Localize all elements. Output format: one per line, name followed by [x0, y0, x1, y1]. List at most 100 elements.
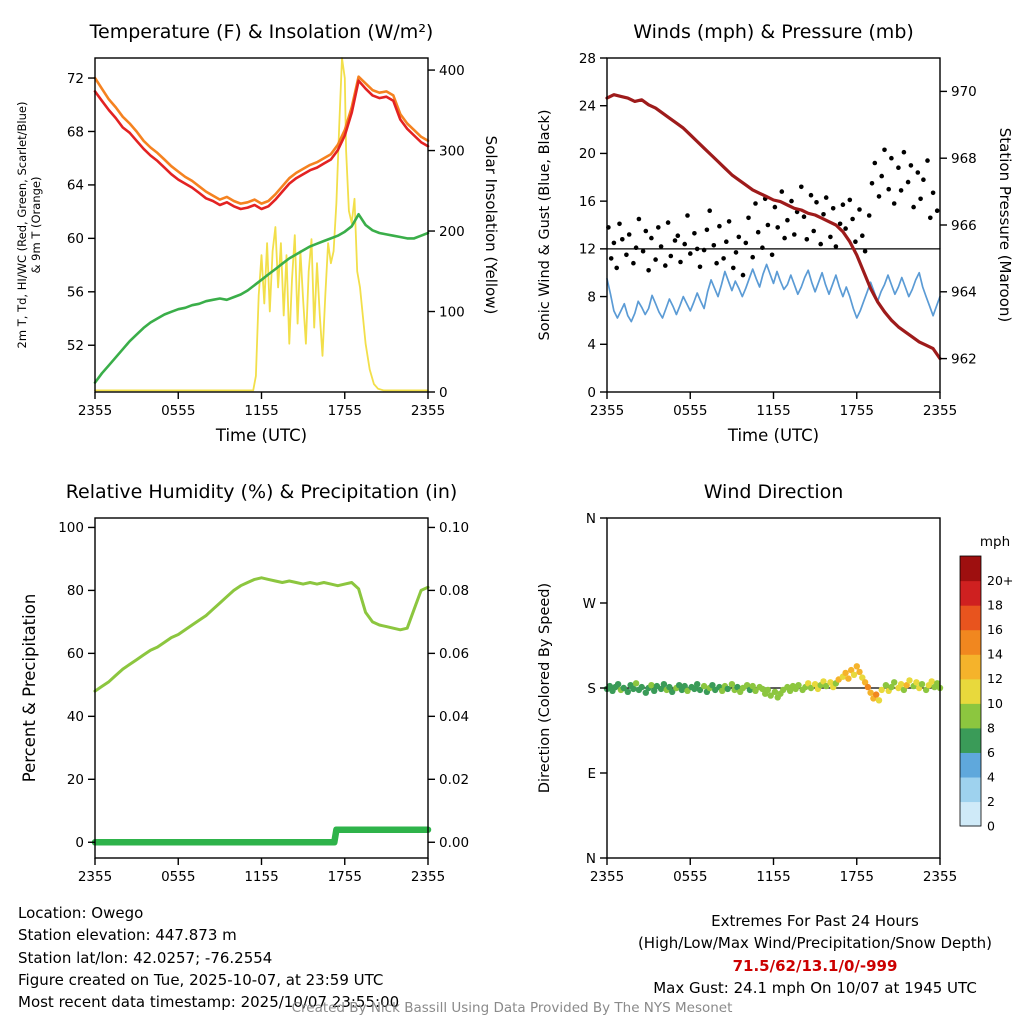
svg-text:80: 80 [67, 583, 84, 599]
svg-text:0555: 0555 [161, 403, 195, 419]
svg-text:966: 966 [951, 218, 977, 234]
wind-direction-chart: Wind Direction 2355 0555 1155 1755 2355 N E S W N D… [537, 481, 1013, 885]
wind-gusts [606, 147, 940, 278]
footer: Location: Owego Station elevation: 447.8… [0, 896, 1024, 1024]
winds-pressure-chart-title: Winds (mph) & Pressure (mb) [633, 21, 914, 43]
dewpoint-2m [93, 213, 430, 384]
svg-text:200: 200 [439, 224, 465, 240]
svg-text:6: 6 [987, 745, 995, 760]
svg-text:14: 14 [987, 647, 1003, 662]
winds-pressure-panel: Winds (mph) & Pressure (mb) 2355 0555 1155 1… [512, 0, 1024, 458]
humidity-precipitation-chart-title: Relative Humidity (%) & Precipitation (i… [66, 481, 458, 503]
solar-insolation [94, 57, 429, 392]
svg-text:68: 68 [67, 124, 84, 140]
svg-text:2355: 2355 [590, 403, 624, 419]
svg-text:0.08: 0.08 [439, 583, 469, 599]
svg-text:60: 60 [67, 231, 84, 247]
humidity-precipitation-chart: Relative Humidity (%) & Precipitation (i… [20, 481, 469, 885]
svg-text:0.00: 0.00 [439, 835, 469, 851]
svg-text:0.04: 0.04 [439, 709, 469, 725]
svg-text:20+: 20+ [987, 573, 1013, 588]
extremes-block: Extremes For Past 24 Hours (High/Low/Max… [620, 910, 1010, 999]
temperature-insolation-chart-xlabel: Time (UTC) [215, 426, 307, 445]
svg-text:0555: 0555 [161, 869, 195, 885]
station-latlon: Station lat/lon: 42.0257; -76.2554 [18, 948, 273, 967]
svg-text:72: 72 [67, 71, 84, 87]
svg-text:W: W [583, 596, 596, 612]
temperature-insolation-chart-right-axis-label: Solar Insolation (Yellow) [482, 136, 500, 315]
temp-2m [93, 79, 430, 211]
wind-direction-chart-left-axis-label: Direction (Colored By Speed) [537, 583, 553, 793]
temperature-insolation-chart-plot-frame [94, 57, 429, 393]
svg-text:2355: 2355 [923, 869, 957, 885]
credit-line: Created By Nick Bassill Using Data Provi… [291, 1000, 733, 1016]
svg-text:56: 56 [67, 285, 84, 301]
temp-9m [93, 75, 430, 205]
svg-text:968: 968 [951, 151, 977, 167]
station-info-block: Location: Owego Station elevation: 447.8… [18, 902, 399, 1013]
extremes-title: Extremes For Past 24 Hours [711, 912, 919, 930]
station-location: Location: Owego [18, 904, 144, 922]
svg-text:0.06: 0.06 [439, 646, 469, 662]
svg-text:16: 16 [987, 622, 1003, 637]
figure-created-timestamp: Figure created on Tue, 2025-10-07, at 23… [18, 970, 384, 989]
svg-text:12: 12 [579, 242, 596, 258]
svg-text:2: 2 [987, 794, 995, 809]
svg-text:1155: 1155 [756, 403, 790, 419]
svg-text:10: 10 [987, 696, 1003, 711]
svg-text:2355: 2355 [590, 869, 624, 885]
svg-text:52: 52 [67, 338, 84, 354]
svg-text:0555: 0555 [673, 869, 707, 885]
svg-text:100: 100 [439, 304, 465, 320]
humidity-precipitation-panel: Relative Humidity (%) & Precipitation (i… [0, 458, 512, 898]
svg-text:60: 60 [67, 646, 84, 662]
svg-text:0: 0 [587, 385, 596, 401]
winds-pressure-chart-right-axis-label: Station Pressure (Maroon) [996, 128, 1014, 322]
svg-text:12: 12 [987, 671, 1003, 686]
svg-text:2355: 2355 [923, 403, 957, 419]
svg-text:4: 4 [987, 769, 995, 784]
svg-text:0.02: 0.02 [439, 772, 469, 788]
svg-text:1755: 1755 [840, 869, 874, 885]
humidity-precipitation-chart-left-axis-label: Percent & Precipitation [20, 594, 39, 783]
humidity-precipitation-chart-plot-frame [94, 517, 429, 859]
colorbar-title: mph [980, 534, 1010, 550]
winds-pressure-chart: Winds (mph) & Pressure (mb) 2355 0555 1155 1… [537, 21, 1014, 445]
svg-text:300: 300 [439, 143, 465, 159]
winds-pressure-chart-xlabel: Time (UTC) [727, 426, 819, 445]
svg-text:8: 8 [587, 289, 596, 305]
svg-text:2355: 2355 [78, 403, 112, 419]
svg-text:0.10: 0.10 [439, 520, 469, 536]
svg-text:2355: 2355 [411, 403, 445, 419]
svg-text:0: 0 [75, 835, 84, 851]
svg-text:64: 64 [67, 178, 84, 194]
wind-direction-chart-title: Wind Direction [704, 481, 844, 503]
extremes-subtitle: (High/Low/Max Wind/Precipitation/Snow De… [637, 934, 993, 953]
svg-text:1155: 1155 [244, 869, 278, 885]
svg-text:1755: 1755 [328, 869, 362, 885]
svg-text:962: 962 [951, 351, 977, 367]
svg-text:18: 18 [987, 598, 1003, 613]
wind-direction-panel: Wind Direction 2355 0555 1155 1755 2355 N E S W N D… [512, 458, 1024, 898]
svg-text:1155: 1155 [244, 403, 278, 419]
svg-text:S: S [587, 681, 596, 697]
svg-text:20: 20 [579, 146, 596, 162]
svg-text:970: 970 [951, 84, 977, 100]
relative-humidity [93, 576, 430, 693]
svg-text:964: 964 [951, 285, 977, 301]
svg-text:4: 4 [587, 337, 596, 353]
temperature-insolation-chart-left-axis-label: 2m T, Td, HI/WC (Red, Green, Scarlet/Blu… [15, 102, 43, 349]
recent-data-timestamp: Most recent data timestamp: 2025/10/07 2… [18, 993, 400, 1012]
speed-colorbar: 0 2 4 6 8 10 12 14 16 18 20+ mph [959, 534, 1013, 834]
max-gust-line: Max Gust: 24.1 mph On 10/07 at 1945 UTC [653, 978, 977, 997]
svg-text:E: E [587, 766, 596, 782]
svg-text:20: 20 [67, 772, 84, 788]
temperature-insolation-panel: Temperature (F) & Insolation (W/m²) 2355 0… [0, 0, 512, 458]
svg-text:8: 8 [987, 720, 995, 735]
svg-text:100: 100 [58, 520, 84, 536]
svg-text:0: 0 [987, 819, 995, 834]
precipitation [91, 826, 432, 846]
svg-text:2355: 2355 [411, 869, 445, 885]
svg-text:400: 400 [439, 63, 465, 79]
